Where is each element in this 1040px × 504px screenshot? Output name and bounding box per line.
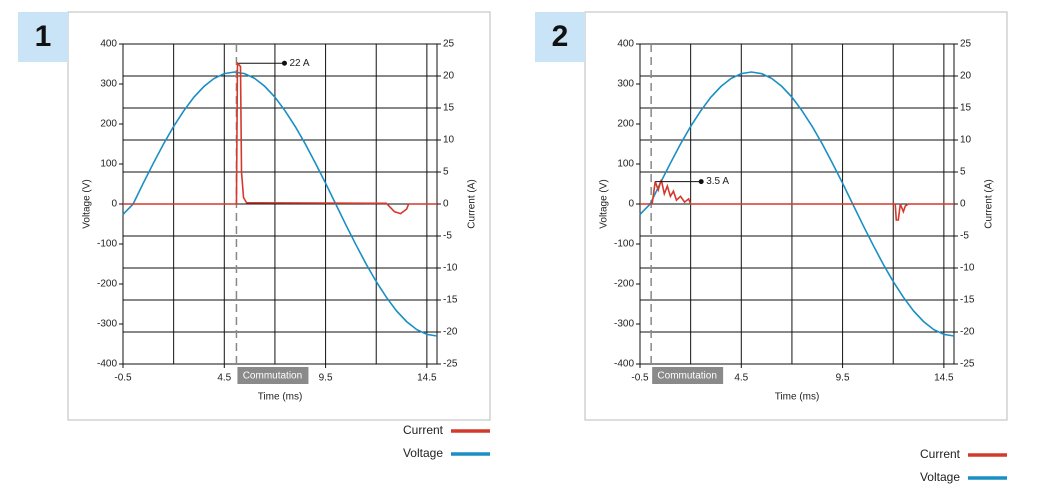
panel-badge (535, 12, 585, 62)
y2-tick-label: -10 (960, 263, 975, 274)
y-tick-label: 300 (617, 79, 634, 90)
y2-tick-label: 5 (960, 167, 966, 178)
y2-tick-label: 5 (443, 167, 449, 178)
y2-tick-label: -10 (443, 263, 458, 274)
legend-label: Voltage (403, 446, 443, 460)
y2-tick-label: -25 (443, 359, 458, 370)
y-tick-label: -300 (97, 319, 117, 330)
y-tick-label: 300 (100, 79, 117, 90)
panel-badge (18, 12, 68, 62)
legend-label: Current (403, 423, 444, 437)
x-axis-label: Time (ms) (775, 392, 820, 403)
y-axis-label: Voltage (V) (599, 179, 610, 228)
y2-axis-label: Current (A) (467, 179, 478, 228)
panel-number: 2 (552, 20, 569, 53)
y2-tick-label: -15 (960, 295, 975, 306)
series-line (123, 61, 437, 215)
y-tick-label: 400 (617, 39, 634, 50)
y-tick-label: -100 (614, 239, 634, 250)
y2-tick-label: 15 (443, 103, 455, 114)
y2-tick-label: 10 (443, 135, 455, 146)
y2-tick-label: -5 (443, 231, 452, 242)
panel-number: 1 (35, 20, 52, 53)
annotation-label: 22 A (289, 58, 309, 69)
y2-tick-label: -5 (960, 231, 969, 242)
y2-tick-label: 10 (960, 135, 972, 146)
panel-frame (584, 11, 1008, 421)
x-tick-label: 14.5 (417, 373, 437, 384)
series-line (122, 71, 438, 337)
y2-tick-label: -20 (443, 327, 458, 338)
x-tick-label: 4.5 (734, 373, 748, 384)
y2-tick-label: 0 (443, 199, 449, 210)
x-tick-label: -0.5 (114, 373, 132, 384)
commutation-box (652, 367, 724, 384)
commutation-box (237, 367, 309, 384)
annotation-dot (281, 60, 287, 66)
y-tick-label: -400 (97, 359, 117, 370)
y-tick-label: -200 (97, 279, 117, 290)
legend-label: Current (920, 447, 961, 461)
y-tick-label: 100 (100, 159, 117, 170)
y-tick-label: -200 (614, 279, 634, 290)
y2-tick-label: -15 (443, 295, 458, 306)
y-axis-label: Voltage (V) (82, 179, 93, 228)
y2-tick-label: 20 (960, 71, 972, 82)
y2-tick-label: -25 (960, 359, 975, 370)
y-tick-label: -400 (614, 359, 634, 370)
commutation-label: Commutation (657, 371, 716, 382)
y2-tick-label: 0 (960, 199, 966, 210)
annotation-dot (698, 179, 704, 185)
legend-label: Voltage (920, 470, 960, 484)
series-line (639, 71, 955, 337)
y-tick-label: 100 (617, 159, 634, 170)
x-tick-label: 9.5 (836, 373, 850, 384)
y2-axis-label: Current (A) (984, 179, 995, 228)
y-tick-label: 200 (617, 119, 634, 130)
y2-tick-label: 20 (443, 71, 455, 82)
y-tick-label: 0 (628, 199, 634, 210)
y-tick-label: -300 (614, 319, 634, 330)
x-tick-label: 4.5 (217, 373, 231, 384)
x-tick-label: 9.5 (319, 373, 333, 384)
x-tick-label: 14.5 (934, 373, 954, 384)
commutation-label: Commutation (243, 371, 302, 382)
series-line (640, 179, 954, 221)
y-tick-label: 400 (100, 39, 117, 50)
y2-tick-label: 25 (443, 39, 455, 50)
x-axis-label: Time (ms) (258, 392, 303, 403)
y2-tick-label: 15 (960, 103, 972, 114)
y-tick-label: -100 (97, 239, 117, 250)
y-tick-label: 200 (100, 119, 117, 130)
y2-tick-label: 25 (960, 39, 972, 50)
y-tick-label: 0 (111, 199, 117, 210)
y2-tick-label: -20 (960, 327, 975, 338)
panel-frame (67, 11, 491, 421)
annotation-label: 3.5 A (706, 176, 729, 187)
x-tick-label: -0.5 (631, 373, 649, 384)
